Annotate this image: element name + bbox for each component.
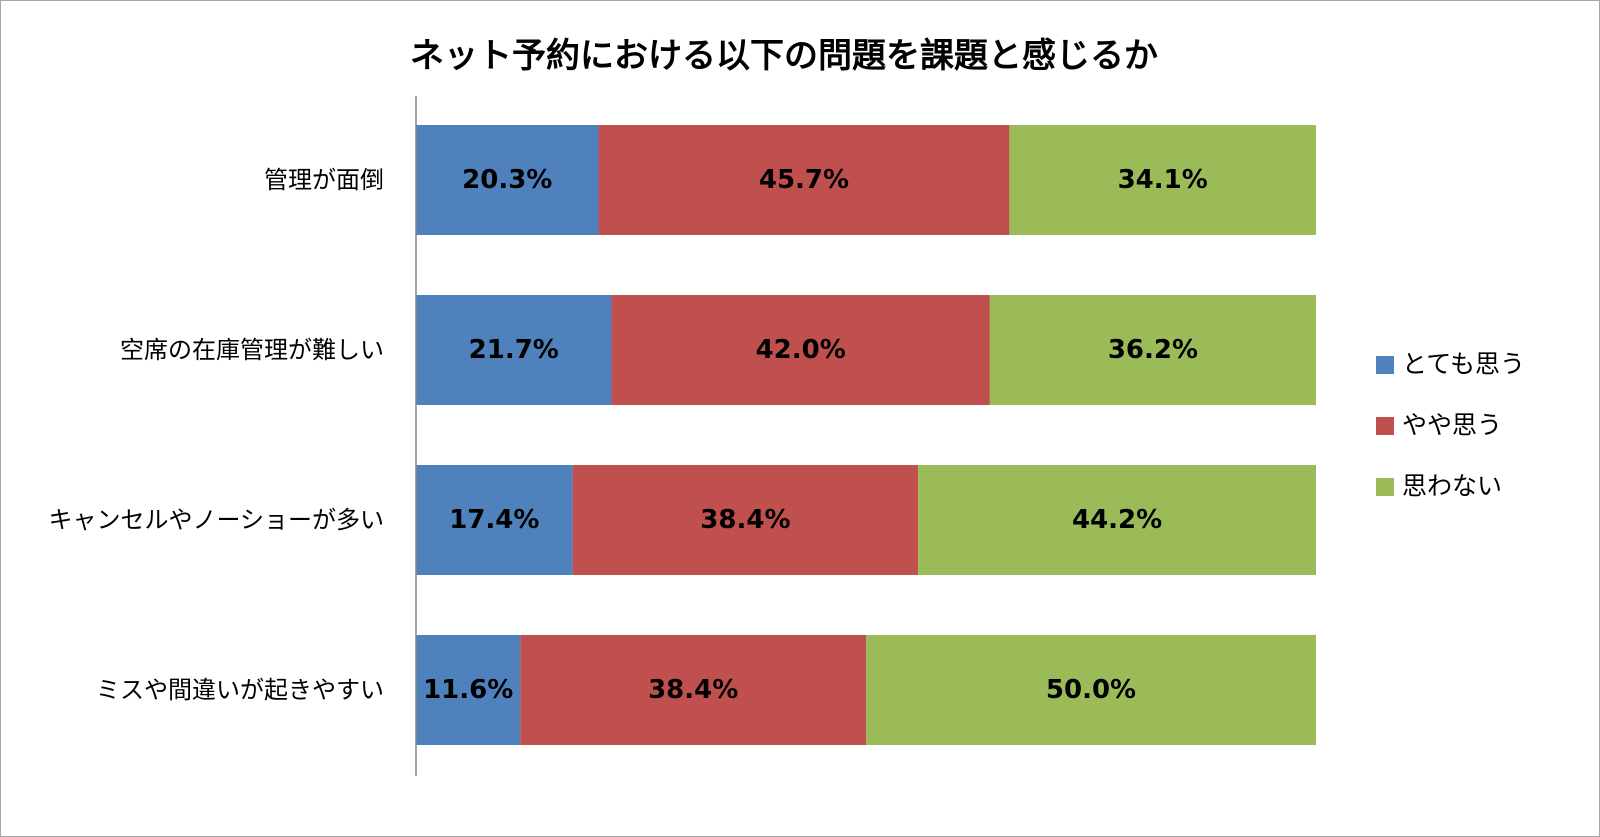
data-label: 21.7%: [469, 335, 559, 365]
bar-segment: [1009, 125, 1316, 235]
category-label: キャンセルやノーショーが多い: [48, 506, 384, 534]
legend-label: とても思う: [1402, 350, 1525, 379]
legend-label: 思わない: [1402, 472, 1502, 501]
data-label: 17.4%: [449, 505, 539, 535]
bar-segment: [989, 295, 1316, 405]
bar-segment: [598, 125, 1010, 235]
data-label: 38.4%: [700, 505, 790, 535]
legend-swatch: [1376, 478, 1394, 496]
data-label: 34.1%: [1118, 165, 1208, 195]
bar-segment: [416, 125, 599, 235]
legend-label: やや思う: [1402, 411, 1502, 440]
bar-segment: [572, 465, 919, 575]
bar-segment: [416, 465, 573, 575]
data-label: 42.0%: [756, 335, 846, 365]
category-label: 空席の在庫管理が難しい: [120, 336, 384, 364]
data-label: 38.4%: [648, 675, 738, 705]
data-label: 11.6%: [423, 675, 513, 705]
chart-title: ネット予約における以下の問題を課題と感じるか: [410, 36, 1158, 76]
data-label: 20.3%: [462, 165, 552, 195]
data-label: 36.2%: [1108, 335, 1198, 365]
bar-segment: [416, 295, 612, 405]
category-label: ミスや間違いが起きやすい: [96, 676, 384, 704]
data-label: 45.7%: [759, 165, 849, 195]
bar-segment: [611, 295, 990, 405]
category-label: 管理が面倒: [264, 166, 384, 194]
bar-segment: [520, 635, 866, 745]
legend-swatch: [1376, 356, 1394, 374]
legend-swatch: [1376, 417, 1394, 435]
bar-segment: [416, 635, 521, 745]
data-label: 44.2%: [1072, 505, 1162, 535]
bar-segment: [918, 465, 1316, 575]
bar-segment: [866, 635, 1316, 745]
data-label: 50.0%: [1046, 675, 1136, 705]
